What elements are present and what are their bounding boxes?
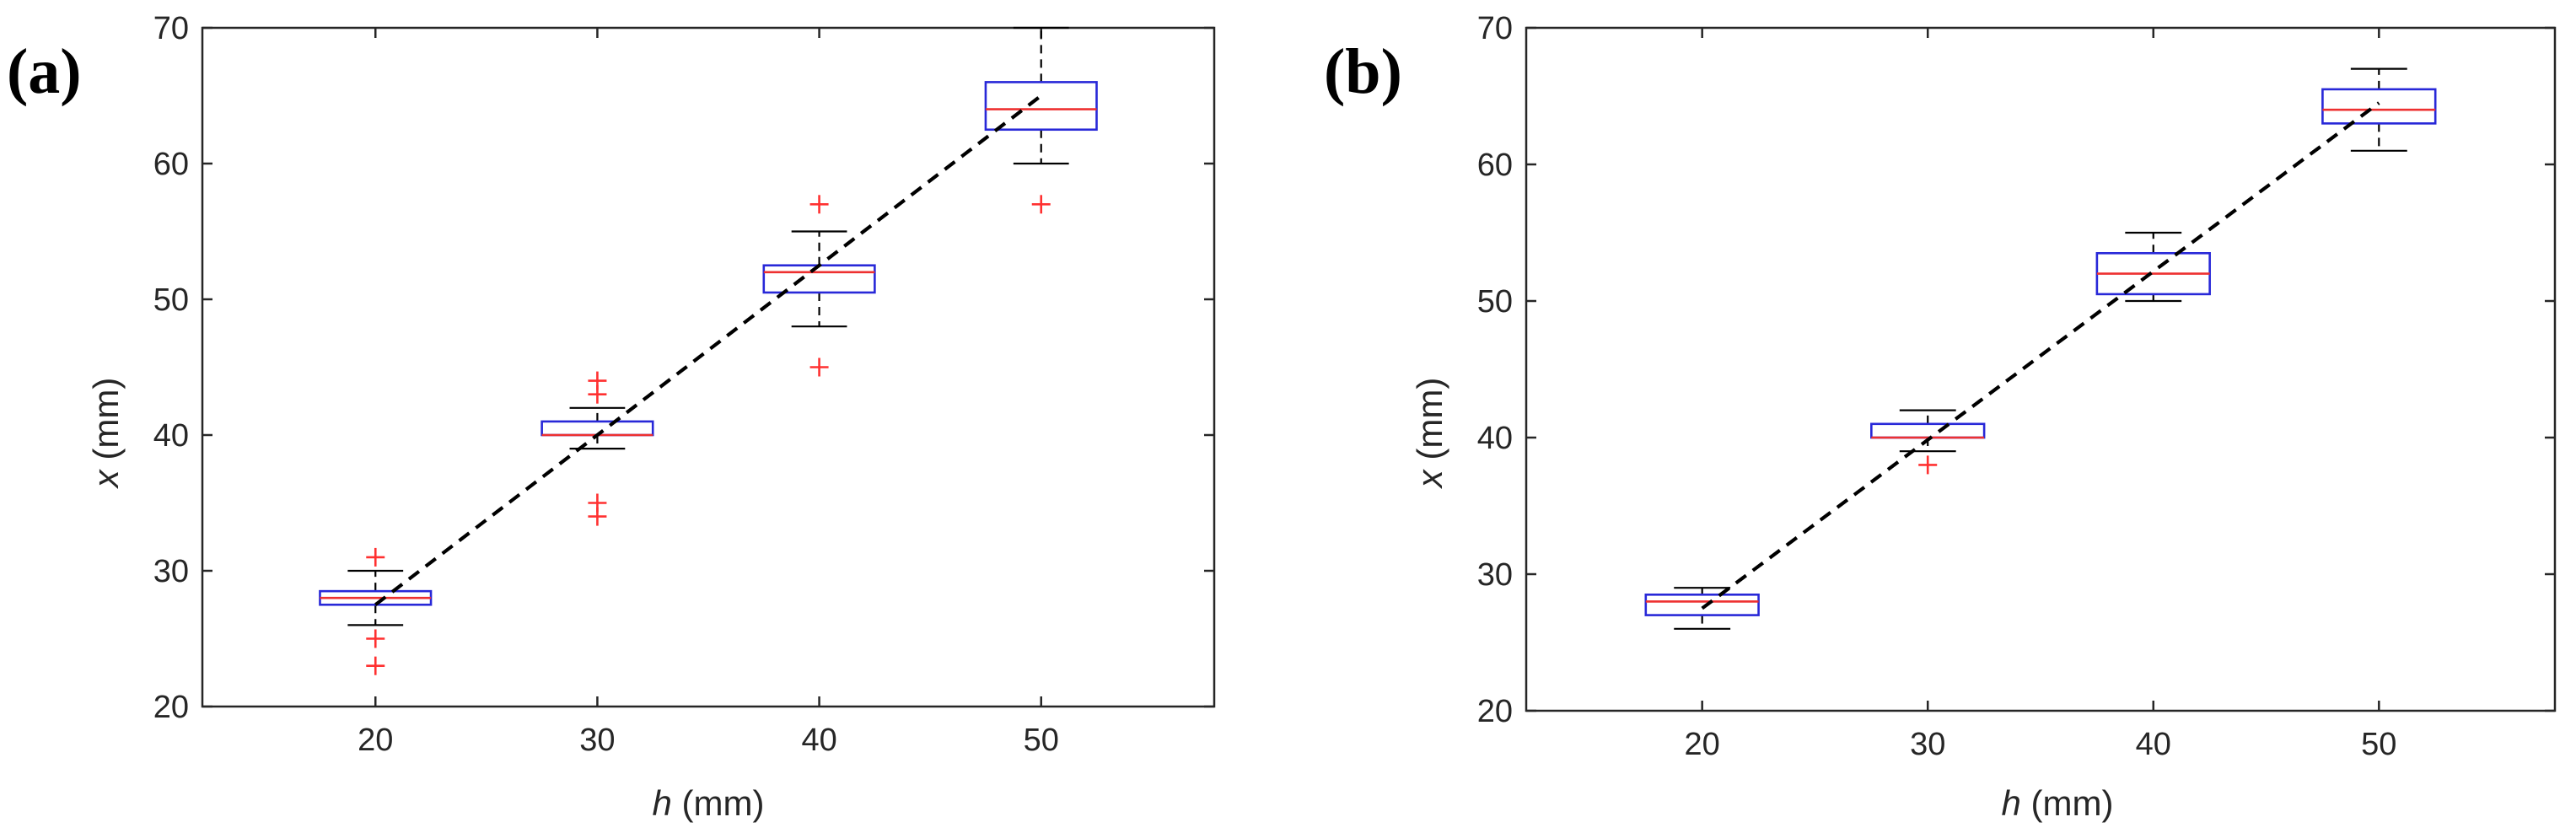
x-tick-label-a-1: 30 bbox=[579, 723, 615, 758]
x-axis-label-a: h (mm) bbox=[653, 783, 765, 823]
box-group-a-2 bbox=[762, 195, 876, 377]
box-group-b-1 bbox=[1870, 409, 1986, 475]
outlier-a-0-1 bbox=[366, 629, 385, 648]
y-axis-label-a: x (mm) bbox=[86, 378, 126, 490]
y-axis-label-b: x (mm) bbox=[1410, 378, 1449, 490]
x-axis-var-a: h bbox=[653, 783, 672, 823]
y-axis-unit-b: (mm) bbox=[1410, 378, 1449, 470]
box-group-a-1 bbox=[540, 371, 654, 526]
box-group-a-0 bbox=[319, 547, 433, 675]
y-tick-label-a-1: 30 bbox=[153, 554, 189, 589]
panel-b: (b) x (mm) h (mm) 20 30 40 50 60 70 20 30 40 50 bbox=[1324, 11, 2557, 823]
y-tick-label-b-3: 50 bbox=[1477, 284, 1513, 320]
x-axis-unit-b: (mm) bbox=[2021, 783, 2114, 823]
panel-label-b: (b) bbox=[1324, 36, 1402, 107]
y-tick-label-b-4: 60 bbox=[1477, 148, 1513, 183]
outlier-a-2-0 bbox=[809, 195, 829, 214]
y-axis-unit-a: (mm) bbox=[86, 378, 126, 470]
fit-line-a bbox=[374, 94, 1043, 606]
x-tick-label-b-3: 50 bbox=[2361, 727, 2396, 762]
x-tick-label-a-2: 40 bbox=[801, 723, 836, 758]
box-b-0 bbox=[1644, 593, 1760, 616]
fit-line-b bbox=[1701, 101, 2380, 610]
outlier-a-2-1 bbox=[809, 357, 829, 377]
outlier-a-1-1 bbox=[588, 384, 607, 404]
outlier-a-1-3 bbox=[588, 507, 607, 526]
y-tick-label-a-4: 60 bbox=[153, 147, 189, 182]
x-axis-label-b: h (mm) bbox=[2002, 783, 2114, 823]
y-tick-label-a-3: 50 bbox=[153, 282, 189, 318]
x-tick-label-a-3: 50 bbox=[1024, 723, 1059, 758]
box-b-3 bbox=[2321, 88, 2437, 125]
panel-a: (a) x (mm) h (mm) 20 30 40 50 60 70 20 30 40 50 bbox=[7, 11, 1216, 823]
x-tick-label-a-0: 20 bbox=[358, 723, 393, 758]
y-tick-label-a-0: 20 bbox=[153, 690, 189, 725]
x-tick-label-b-0: 20 bbox=[1685, 727, 1720, 762]
y-tick-label-b-5: 70 bbox=[1477, 11, 1513, 46]
outlier-a-3-0 bbox=[1031, 195, 1051, 214]
x-axis-unit-a: (mm) bbox=[672, 783, 765, 823]
box-group-a-3 bbox=[984, 26, 1098, 214]
outlier-b-1-0 bbox=[1918, 455, 1938, 475]
y-axis-var-b: x bbox=[1410, 468, 1449, 489]
box-a-3 bbox=[984, 81, 1098, 132]
panel-label-a: (a) bbox=[7, 36, 82, 107]
box-b-1 bbox=[1870, 422, 1986, 439]
plot-frame-a bbox=[201, 26, 1216, 708]
outlier-a-0-2 bbox=[366, 656, 385, 675]
y-tick-label-b-0: 20 bbox=[1477, 694, 1513, 729]
y-tick-label-a-5: 70 bbox=[153, 11, 189, 46]
plot-frame-b bbox=[1525, 26, 2557, 712]
y-tick-label-b-1: 30 bbox=[1477, 557, 1513, 593]
box-group-b-2 bbox=[2095, 231, 2211, 303]
x-axis-var-b: h bbox=[2002, 783, 2021, 823]
y-axis-var-a: x bbox=[86, 468, 126, 489]
x-tick-label-b-2: 40 bbox=[2136, 727, 2171, 762]
x-tick-label-b-1: 30 bbox=[1910, 727, 1945, 762]
box-group-b-3 bbox=[2321, 67, 2437, 152]
box-a-2 bbox=[762, 264, 876, 294]
outlier-a-0-0 bbox=[366, 547, 385, 567]
box-group-b-0 bbox=[1644, 587, 1760, 630]
y-tick-label-a-2: 40 bbox=[153, 418, 189, 454]
y-tick-label-b-2: 40 bbox=[1477, 421, 1513, 456]
